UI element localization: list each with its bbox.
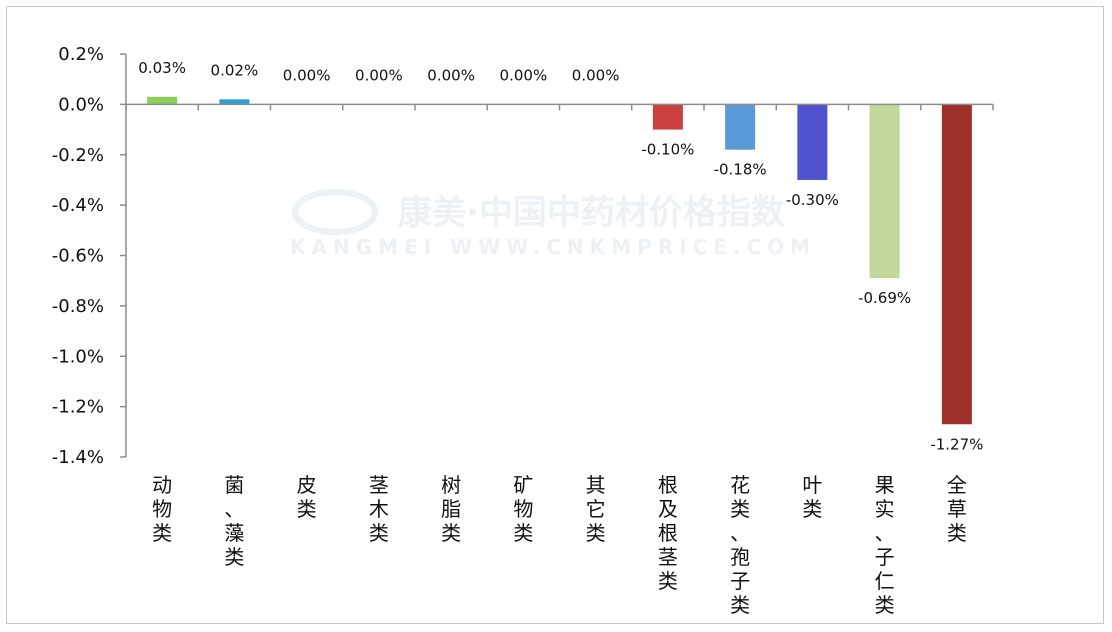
category-label: 菌、藻类 bbox=[224, 473, 244, 569]
category-label: 茎木类 bbox=[369, 473, 389, 545]
data-label: 0.00% bbox=[283, 66, 331, 84]
bar bbox=[725, 104, 756, 150]
y-tick-label: -0.4% bbox=[52, 195, 104, 216]
data-label: 0.00% bbox=[500, 66, 548, 84]
y-tick-label: 0.2% bbox=[58, 44, 104, 65]
watermark-logo-icon bbox=[292, 189, 378, 235]
watermark: 康美·中国中药材价格指数 KANGMEI WWW.CNKMPRICE.COM bbox=[290, 189, 816, 259]
bar bbox=[869, 104, 900, 279]
category-labels: 动物类 菌、藻类 皮类 茎木类 树脂类 矿物类 其它类 根及根茎类 花类、孢子类 叶类 果实、子仁类… bbox=[152, 473, 967, 617]
y-tick-label: -0.6% bbox=[52, 246, 104, 267]
data-label: 0.00% bbox=[572, 66, 620, 84]
data-label: 0.00% bbox=[355, 66, 403, 84]
y-tick-label: -1.4% bbox=[52, 447, 104, 468]
bar bbox=[219, 99, 250, 105]
category-label: 皮类 bbox=[297, 473, 317, 521]
category-label: 叶类 bbox=[802, 473, 822, 521]
data-label: -0.30% bbox=[786, 191, 839, 209]
bars bbox=[147, 96, 972, 425]
category-label: 全草类 bbox=[947, 473, 967, 545]
y-tick-label: 0.0% bbox=[58, 94, 104, 115]
watermark-main: 康美·中国中药材价格指数 bbox=[398, 193, 785, 233]
category-label: 根及根茎类 bbox=[658, 473, 678, 593]
x-axis bbox=[125, 103, 994, 111]
watermark-sub: KANGMEI WWW.CNKMPRICE.COM bbox=[290, 235, 816, 259]
bar bbox=[941, 104, 972, 425]
data-label: 0.03% bbox=[138, 59, 186, 77]
category-label: 花类、孢子类 bbox=[730, 473, 750, 617]
category-label: 矿物类 bbox=[513, 473, 533, 545]
bar bbox=[797, 104, 828, 180]
data-labels: 0.03% 0.02% 0.00% 0.00% 0.00% 0.00% 0.00% -0.10… bbox=[138, 59, 983, 453]
y-axis: 0.2% 0.0% -0.2% -0.4% -0.6% -0.8% -1.0% -1.2% -1… bbox=[52, 44, 127, 468]
y-tick-label: -0.8% bbox=[52, 296, 104, 317]
category-label: 其它类 bbox=[586, 473, 606, 545]
y-tick-label: -1.2% bbox=[52, 397, 104, 418]
category-label: 动物类 bbox=[152, 473, 172, 545]
data-label: 0.00% bbox=[427, 66, 475, 84]
category-label: 果实、子仁类 bbox=[875, 473, 895, 617]
category-label: 树脂类 bbox=[441, 473, 461, 545]
bar bbox=[652, 104, 683, 130]
y-tick-label: -0.2% bbox=[52, 145, 104, 166]
data-label: -0.10% bbox=[641, 141, 694, 159]
data-label: -0.69% bbox=[858, 289, 911, 307]
y-tick-label: -1.0% bbox=[52, 346, 104, 367]
bar bbox=[147, 96, 178, 105]
data-label: -1.27% bbox=[930, 435, 983, 453]
data-label: 0.02% bbox=[211, 61, 259, 79]
data-label: -0.18% bbox=[714, 161, 767, 179]
